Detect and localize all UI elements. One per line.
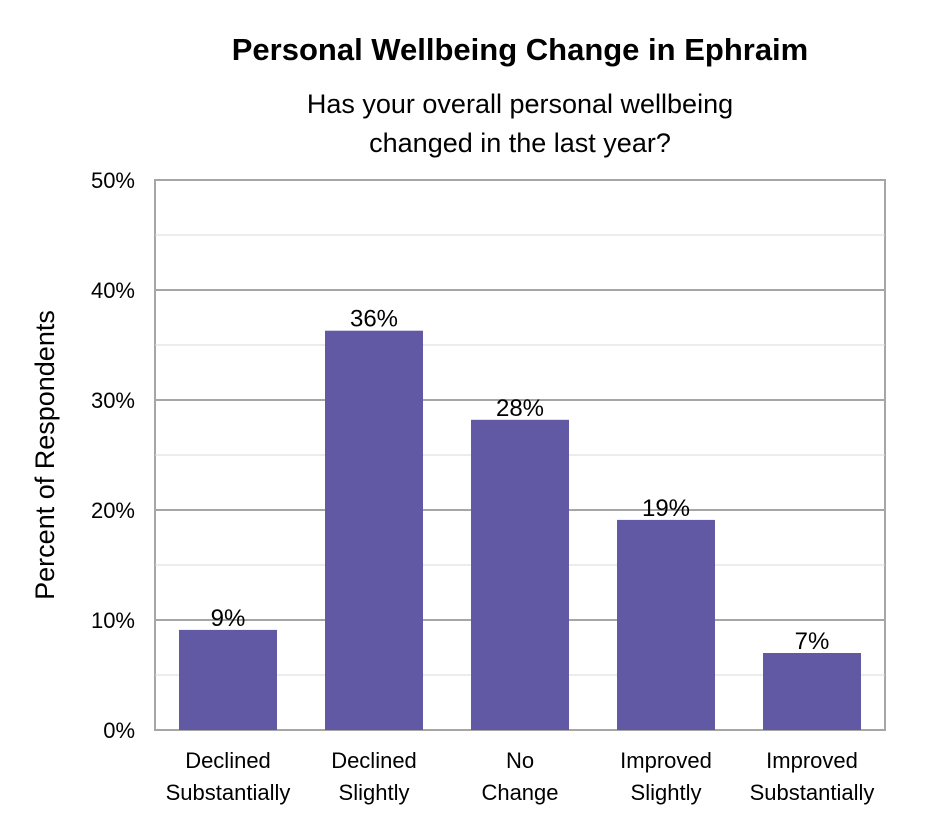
chart-subtitle-line-1: Has your overall personal wellbeing (307, 89, 733, 119)
y-tick-label: 40% (91, 278, 135, 303)
chart-subtitle-line-2: changed in the last year? (369, 128, 671, 158)
x-tick-label: Improved Slightly (620, 748, 712, 805)
data-label: 36% (350, 306, 398, 333)
y-tick-label: 50% (91, 168, 135, 193)
y-tick-label: 20% (91, 498, 135, 523)
bar (763, 653, 861, 730)
data-label: 19% (642, 495, 690, 522)
y-tick-labels: 0% 10% 20% 30% 40% 50% (91, 168, 135, 743)
chart-title: Personal Wellbeing Change in Ephraim (232, 32, 808, 67)
data-label: 7% (795, 628, 830, 655)
x-tick-label: No Change (481, 748, 558, 805)
x-tick-label: Declined Substantially (166, 748, 291, 805)
bar (471, 419, 569, 730)
y-tick-label: 30% (91, 388, 135, 413)
bar (325, 330, 423, 730)
x-tick-labels: Declined Substantially Declined Slightly No C… (166, 748, 875, 805)
x-tick-label: Declined Slightly (331, 748, 417, 805)
y-tick-label: 0% (103, 718, 135, 743)
data-labels: 9% 36% 28% 19% 7% (211, 306, 830, 655)
y-tick-label: 10% (91, 608, 135, 633)
bars (179, 330, 861, 730)
data-label: 28% (496, 395, 544, 422)
x-tick-label: Improved Substantially (750, 748, 875, 805)
y-axis-label: Percent of Respondents (30, 310, 60, 600)
data-label: 9% (211, 605, 246, 632)
bar (617, 519, 715, 730)
bar (179, 629, 277, 730)
